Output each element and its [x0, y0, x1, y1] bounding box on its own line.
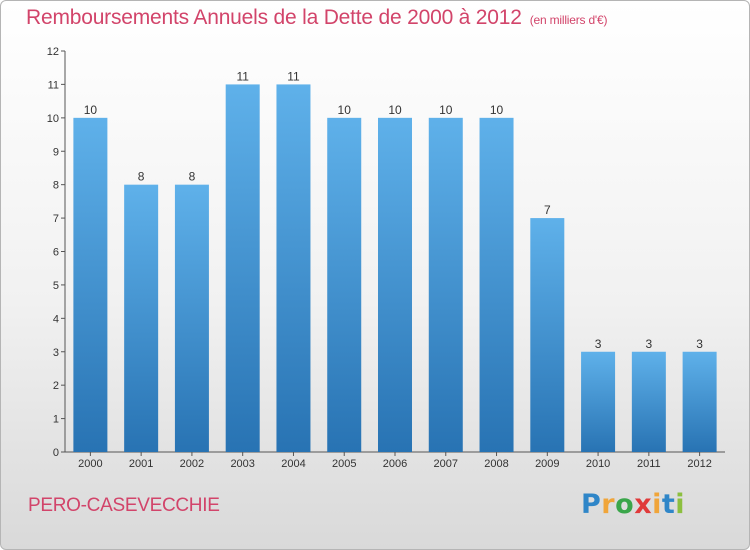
logo-letter: x [634, 489, 653, 520]
data-label: 3 [646, 337, 653, 351]
data-label: 10 [490, 103, 504, 117]
bar [327, 117, 362, 452]
data-label: 10 [388, 103, 402, 117]
y-tick-label: 0 [53, 447, 59, 459]
proxiti-logo: Proxiti [581, 489, 685, 520]
x-tick-label: 2003 [230, 458, 254, 470]
data-label: 10 [338, 103, 352, 117]
data-label: 8 [189, 170, 196, 184]
y-tick-label: 8 [53, 180, 59, 192]
bar [428, 117, 463, 452]
logo-letter: o [615, 489, 635, 520]
y-tick-label: 1 [53, 414, 59, 426]
logo-letter: i [675, 489, 686, 520]
bar [631, 351, 666, 452]
y-tick-label: 5 [53, 280, 59, 292]
logo-letter: r [601, 489, 616, 520]
x-tick-label: 2007 [434, 458, 458, 470]
x-tick-label: 2009 [535, 458, 559, 470]
y-tick-label: 6 [53, 247, 59, 259]
x-tick-label: 2002 [180, 458, 204, 470]
bar [73, 117, 108, 452]
bar [479, 117, 514, 452]
data-label: 7 [544, 203, 551, 217]
logo-letter: P [581, 489, 602, 520]
bar [378, 117, 412, 452]
y-tick-label: 12 [47, 46, 59, 58]
x-tick-label: 2010 [586, 458, 610, 470]
chart-title: Remboursements Annuels de la Dette de 20… [26, 6, 607, 30]
data-label: 11 [287, 69, 300, 83]
y-tick-label: 7 [53, 213, 59, 225]
title-unit: (en milliers d'€) [529, 13, 608, 27]
bar [530, 218, 565, 452]
x-tick-label: 2000 [78, 458, 102, 470]
data-label: 10 [84, 103, 98, 117]
bar [124, 184, 159, 452]
data-label: 11 [236, 69, 249, 83]
bar [682, 351, 717, 452]
x-tick-label: 2006 [383, 458, 407, 470]
x-tick-label: 2001 [129, 458, 153, 470]
y-tick-label: 9 [53, 146, 59, 158]
y-tick-label: 11 [48, 79, 59, 91]
x-tick-label: 2005 [332, 458, 356, 470]
bar [174, 184, 209, 452]
x-tick-label: 2004 [281, 458, 305, 470]
y-tick-label: 10 [47, 113, 59, 125]
data-label: 3 [696, 337, 703, 351]
y-tick-label: 4 [53, 313, 59, 325]
y-tick-label: 2 [53, 380, 59, 392]
x-tick-label: 2012 [687, 458, 711, 470]
bar [225, 84, 260, 453]
logo-letter: i [652, 489, 662, 520]
data-label: 8 [138, 170, 145, 184]
logo-letter: t [661, 489, 676, 520]
data-label: 3 [595, 337, 602, 351]
title-main: Remboursements Annuels de la Dette de 20… [26, 6, 522, 29]
y-tick-label: 3 [53, 347, 59, 359]
x-tick-label: 2011 [637, 458, 661, 470]
bar [276, 84, 311, 453]
data-label: 10 [439, 103, 453, 117]
bar [581, 351, 616, 452]
commune-name: PERO-CASEVECCHIE [28, 495, 220, 516]
x-tick-label: 2008 [484, 458, 508, 470]
